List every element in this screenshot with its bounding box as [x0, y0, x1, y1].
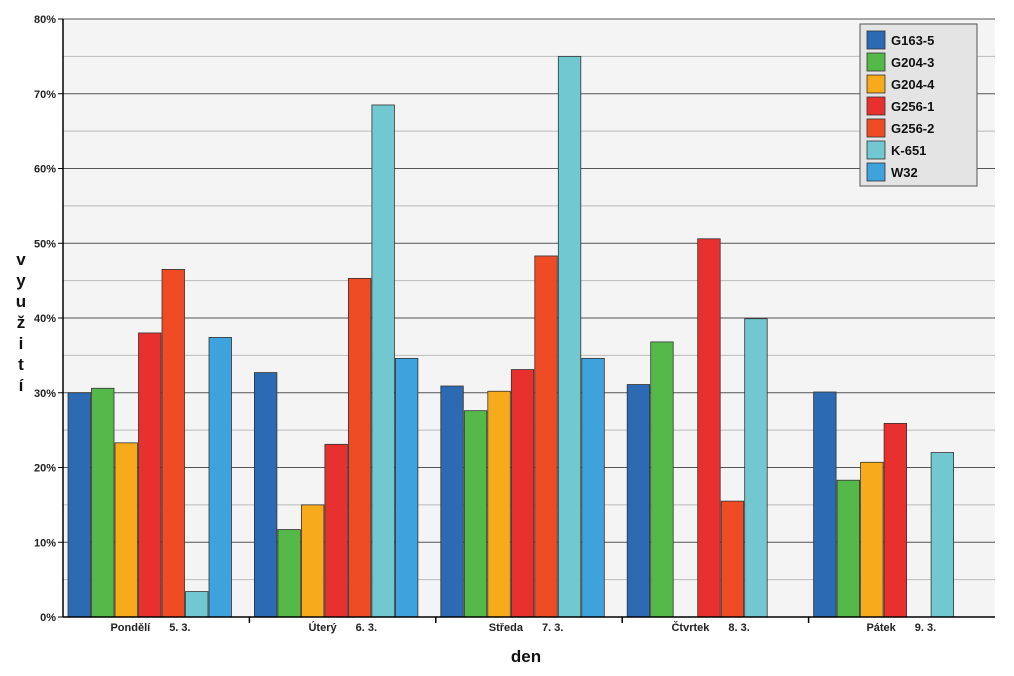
y-tick-label: 60% [34, 164, 56, 176]
y-tick-label: 30% [34, 388, 56, 400]
y-axis-title-letter: u [16, 292, 26, 311]
bar-G163-5-Čtvrtek [626, 384, 651, 618]
bar-G256-1-Středa [510, 369, 535, 618]
bar-G204-4-Pondělí [114, 442, 138, 618]
x-tick-label-day: Úterý [308, 621, 337, 634]
bar-W32-Středa [581, 357, 605, 618]
bar-G256-1-Pondělí [138, 332, 162, 618]
bar-K-651-Pátek [930, 452, 954, 618]
bar-G163-5-Středa [440, 385, 464, 618]
y-axis-title-letter: ž [17, 313, 26, 332]
x-tick-label-date: 9. 3. [915, 622, 936, 634]
bar-G256-1-Pátek [883, 422, 907, 618]
bar-G204-3-Čtvrtek [650, 341, 674, 618]
bar-G256-2-Pondělí [161, 269, 185, 618]
bar-G163-5-Úterý [253, 372, 278, 618]
bar-G204-3-Pátek [836, 479, 860, 618]
x-tick-label-date: 5. 3. [169, 622, 190, 634]
bar-W32-Úterý [394, 357, 419, 618]
x-tick-label-day: Pátek [866, 622, 896, 634]
x-tick-label-day: Středa [489, 622, 524, 634]
bar-K-651-Úterý [371, 104, 395, 618]
bar-W32-Pondělí [208, 337, 232, 618]
bar-K-651-Středa [557, 55, 582, 618]
x-tick-label-day: Čtvrtek [671, 621, 710, 634]
y-tick-label: 80% [34, 14, 56, 26]
bar-G163-5-Pondělí [67, 392, 91, 618]
y-axis-title-letter: í [19, 376, 25, 395]
legend-label: G204-3 [891, 55, 934, 70]
legend-label: G256-1 [891, 99, 934, 114]
x-axis-title: den [511, 647, 541, 666]
legend-swatch [866, 30, 886, 50]
x-tick-label-day: Pondělí [110, 622, 151, 634]
legend-label: K-651 [891, 143, 926, 158]
bar-G204-4-Pátek [860, 461, 884, 618]
y-tick-label: 50% [34, 238, 56, 250]
bar-G256-1-Čtvrtek [697, 238, 721, 618]
bar-G256-2-Středa [534, 255, 558, 618]
legend-swatch [866, 96, 886, 116]
y-axis-ticks: 0% 10% 20% 30% 40% 50% 60% 70% 80% [34, 14, 63, 624]
bar-K-651-Čtvrtek [744, 318, 768, 618]
bar-K-651-Pondělí [185, 591, 209, 618]
y-tick-label: 70% [34, 89, 56, 101]
legend-swatch [866, 52, 886, 72]
legend: G163-5 G204-3 G204-4 G256-1 G256-2 K-651 W32 [859, 23, 978, 187]
bar-G204-3-Pondělí [91, 387, 115, 618]
x-axis-ticks: Pondělí 5. 3. Úterý 6. 3. Středa 7. 3. Čtvrtek… [110, 617, 936, 634]
y-tick-label: 10% [34, 537, 56, 549]
legend-swatch [866, 74, 886, 94]
x-tick-label-date: 7. 3. [542, 622, 563, 634]
bar-G204-4-Středa [487, 390, 511, 618]
y-tick-label: 0% [40, 612, 56, 624]
y-axis-title-letter: i [19, 334, 24, 353]
legend-swatch [866, 140, 886, 160]
legend-label: W32 [891, 165, 918, 180]
bar-G256-1-Úterý [324, 443, 348, 618]
bars [67, 55, 954, 618]
bar-G204-3-Úterý [277, 529, 301, 618]
y-axis-title-letter: v [16, 250, 26, 269]
legend-label: G204-4 [891, 77, 935, 92]
bar-G256-2-Úterý [347, 277, 372, 618]
legend-label: G163-5 [891, 33, 934, 48]
bar-G163-5-Pátek [813, 391, 837, 618]
bar-G204-3-Středa [463, 410, 488, 618]
y-tick-label: 40% [34, 313, 56, 325]
x-tick-label-date: 6. 3. [356, 622, 377, 634]
legend-label: G256-2 [891, 121, 934, 136]
legend-swatch [866, 118, 886, 138]
y-axis-title-letter: t [18, 355, 24, 374]
y-tick-label: 20% [34, 463, 56, 475]
legend-swatch [866, 162, 886, 182]
x-tick-label-date: 8. 3. [728, 622, 749, 634]
bar-G256-2-Čtvrtek [720, 500, 745, 618]
bar-G204-4-Úterý [300, 504, 325, 618]
y-axis-title-letter: y [16, 271, 26, 290]
